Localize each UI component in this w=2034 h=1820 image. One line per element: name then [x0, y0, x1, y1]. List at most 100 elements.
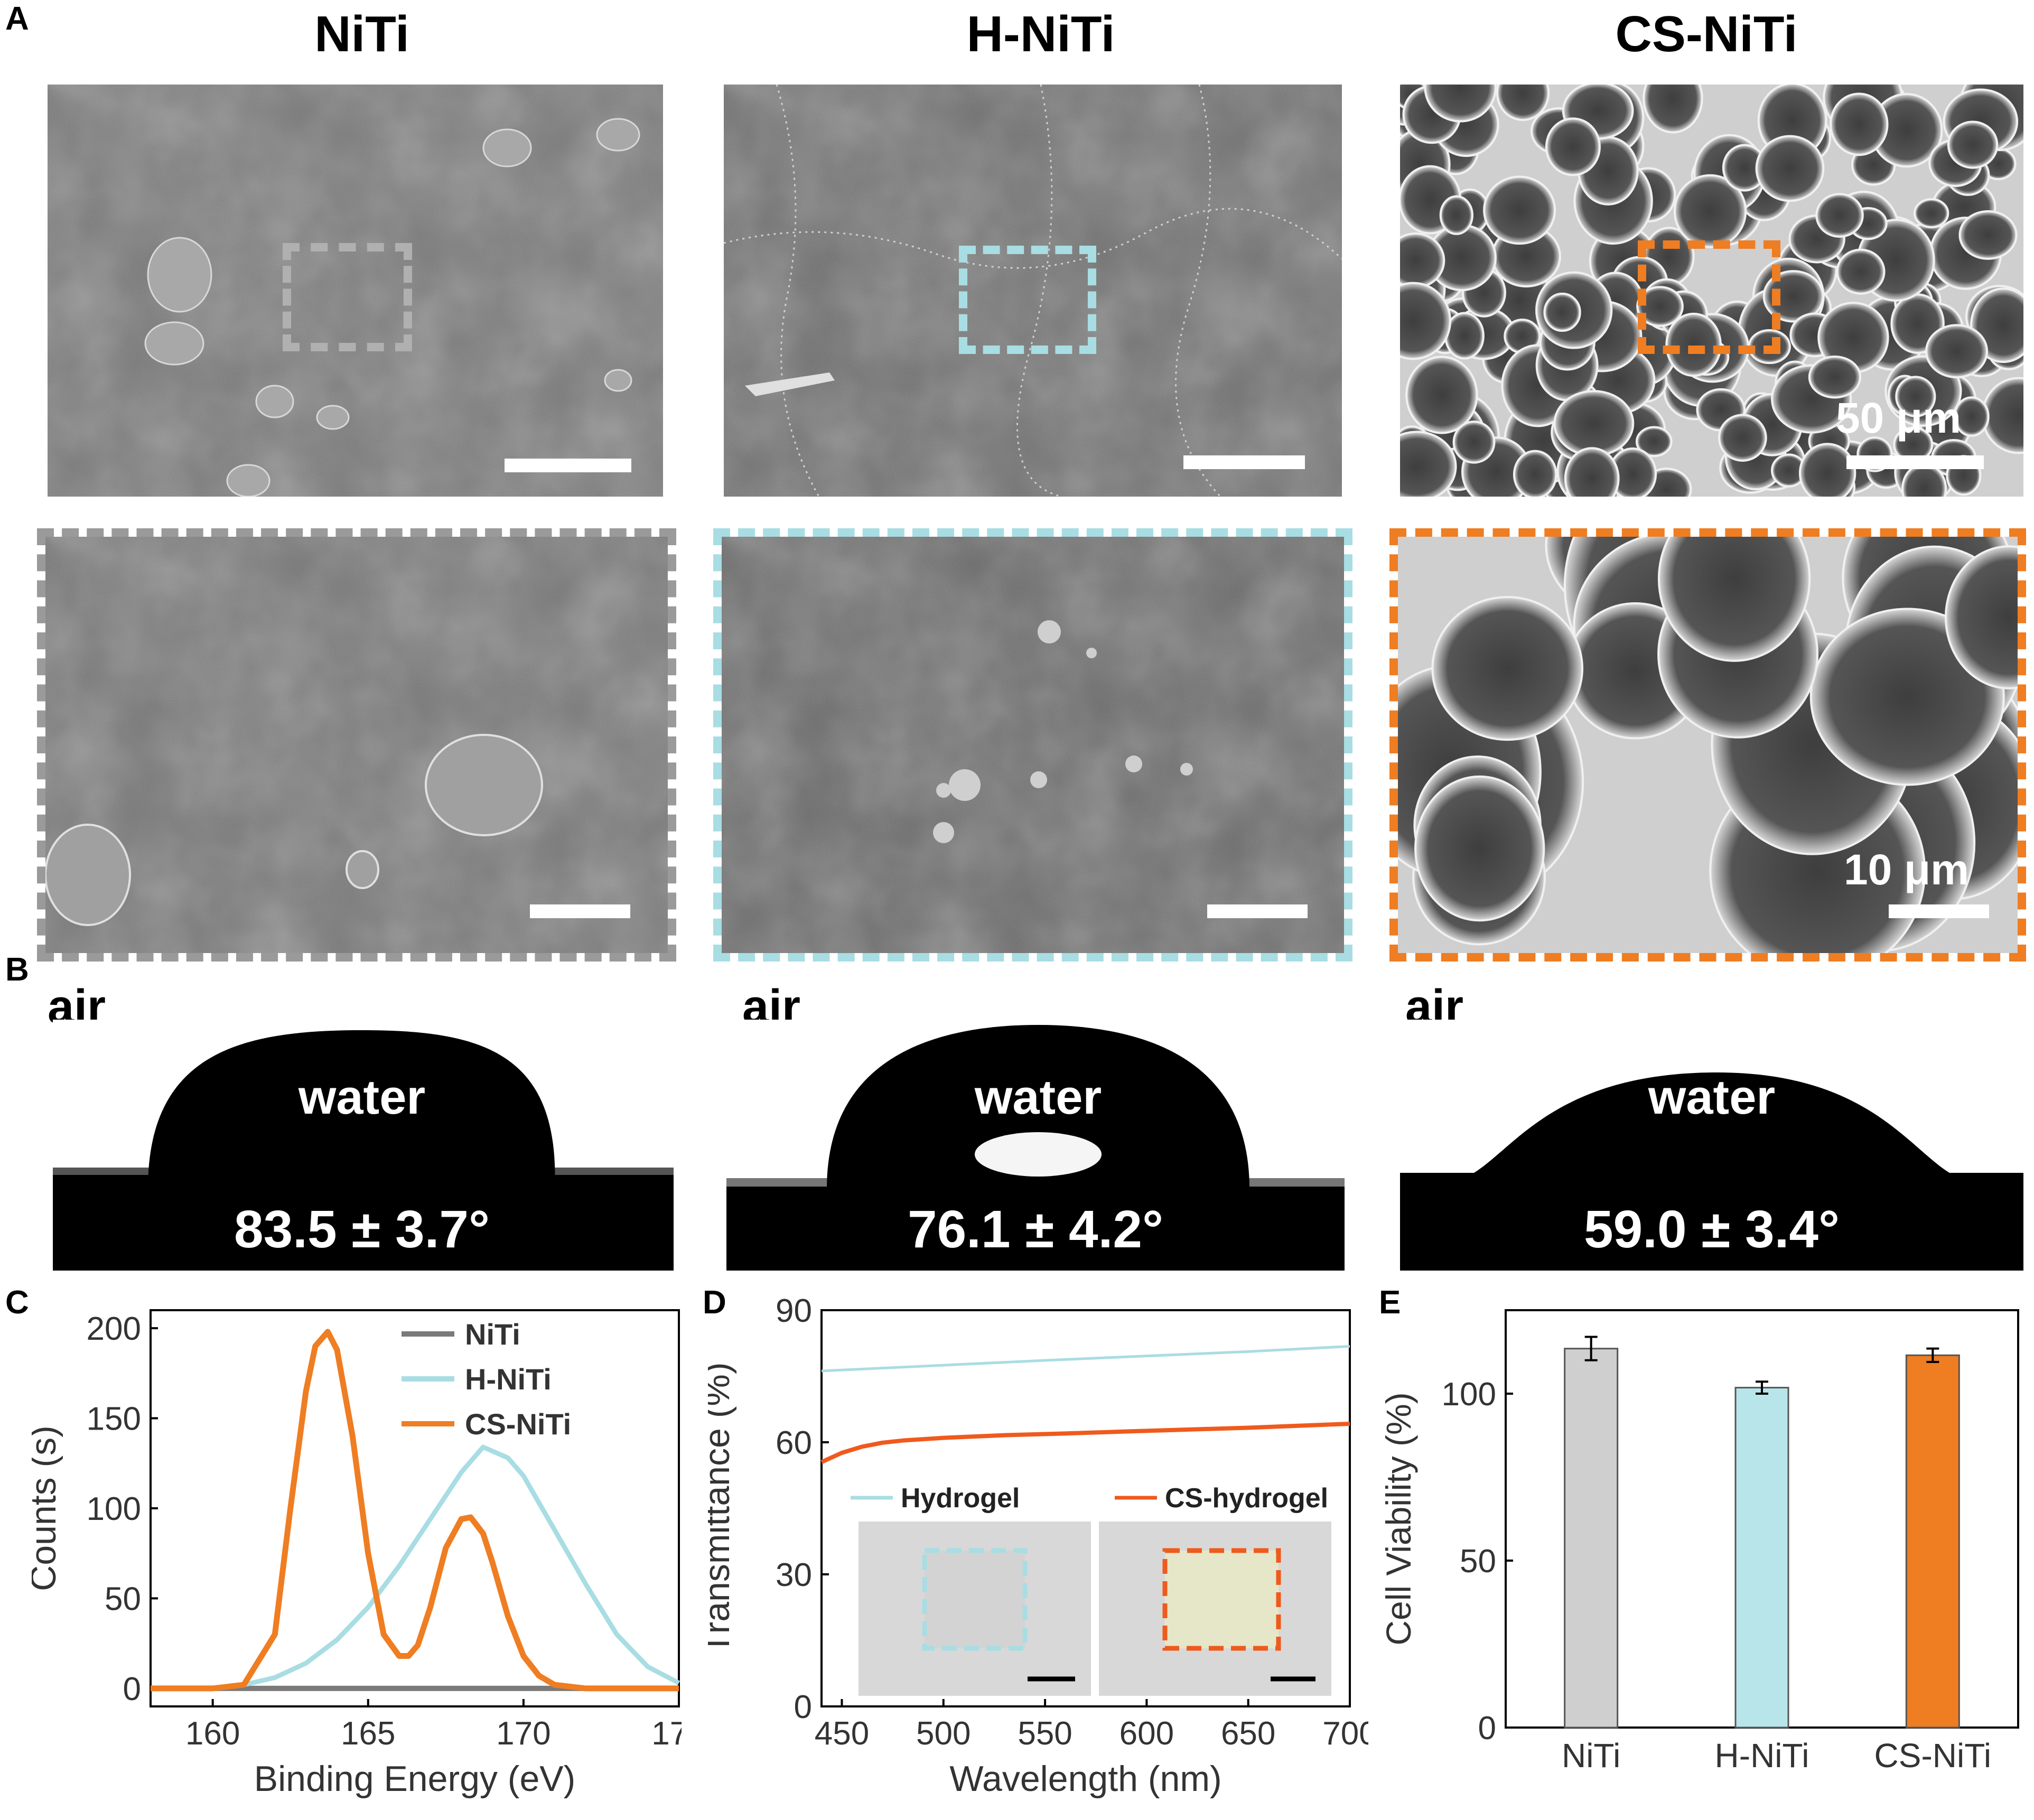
series-line-cs-hydrogel [820, 1422, 1350, 1464]
series-line-hydrogel [821, 1345, 1350, 1373]
scale-bar-cs-niti-top [1846, 455, 1984, 469]
sem-niti-zoom-frame [37, 528, 676, 962]
pore [1553, 390, 1635, 457]
y-tick-label: 90 [776, 1293, 812, 1329]
panel-label-b: B [5, 951, 29, 988]
legend-label-hydrogel: Hydrogel [901, 1483, 1020, 1514]
scale-bar-niti-top [505, 459, 631, 472]
column-title-cs-niti: CS-NiTi [1615, 6, 1798, 62]
pore [1564, 447, 1620, 497]
contact-angle-niti: 83.5 ± 3.7° [234, 1200, 490, 1259]
pore [1836, 248, 1886, 295]
y-tick-label: 60 [776, 1425, 812, 1461]
pore [1815, 193, 1864, 238]
y-axis-label: Cell Viability (%) [1384, 1392, 1418, 1645]
scale-bar-cs-niti-zoom [1889, 904, 1989, 918]
pore [1925, 324, 1989, 379]
pore [1545, 117, 1601, 176]
x-tick-label: 500 [916, 1715, 971, 1752]
sem-niti-top [48, 85, 663, 497]
x-tick-label: 170 [496, 1715, 551, 1752]
pore [1830, 92, 1889, 156]
pore [1513, 450, 1557, 497]
chart-e: 0 50 100 Cell Viability (%) NiTi H-NiTi CS-NiT… [1379, 1289, 2029, 1817]
x-tick-label: 650 [1221, 1715, 1275, 1752]
pore [1543, 292, 1581, 332]
sem-h-niti-top [724, 85, 1342, 497]
legend-label-niti: NiTi [465, 1318, 520, 1351]
x-tick-label: H-NiTi [1715, 1737, 1809, 1775]
pore [1635, 426, 1673, 458]
pore [1895, 376, 1936, 417]
y-tick-label: 150 [87, 1401, 141, 1438]
legend-label-h-niti: H-NiTi [465, 1362, 552, 1396]
pore [1958, 210, 2018, 260]
legend-label-cs-hydrogel: CS-hydrogel [1165, 1483, 1328, 1514]
panel-label-d: D [703, 1284, 726, 1321]
pore [1496, 85, 1550, 122]
pore [1452, 421, 1496, 464]
y-tick-label: 50 [105, 1581, 141, 1617]
contact-angle-h-niti: 76.1 ± 4.2° [907, 1200, 1164, 1259]
pore [1808, 355, 1862, 399]
pore [1636, 286, 1684, 327]
y-tick-label: 0 [123, 1671, 141, 1707]
water-label-niti: water [298, 1070, 426, 1124]
chart-c: 160 165 170 175 0 50 100 150 200 Binding Energy (… [23, 1289, 706, 1817]
droplet-h-niti [726, 1020, 1345, 1271]
zoom-box-h-niti [959, 246, 1096, 354]
pore [1483, 175, 1556, 245]
x-tick-label: 165 [341, 1715, 395, 1752]
legend-label-cs-niti: CS-NiTi [465, 1407, 571, 1441]
pore [1424, 85, 1497, 123]
pore [1665, 312, 1722, 377]
x-tick-label: NiTi [1562, 1737, 1620, 1775]
scale-bar-h-niti-top [1183, 455, 1305, 469]
y-tick-label: 30 [776, 1557, 812, 1593]
pore [1414, 775, 1545, 922]
y-tick-label: 100 [87, 1491, 141, 1527]
y-tick-label: 0 [794, 1689, 812, 1725]
x-tick-label: 450 [815, 1715, 869, 1752]
sem-niti-zoom [45, 537, 668, 953]
pore [1431, 596, 1583, 741]
y-axis-label: Counts (s) [32, 1425, 63, 1591]
pore [1400, 282, 1451, 360]
zoom-box-cs-niti [1638, 240, 1780, 354]
zoom-box-niti [283, 243, 412, 351]
y-tick-label: 100 [1442, 1376, 1496, 1413]
pore [1798, 443, 1856, 497]
column-title-niti: NiTi [314, 6, 409, 62]
bar-niti [1564, 1348, 1619, 1729]
bar-h-niti [1734, 1387, 1789, 1729]
x-axis-label: Binding Energy (eV) [254, 1759, 576, 1799]
sem-h-niti-zoom-frame [713, 528, 1352, 962]
pore [1643, 85, 1703, 134]
x-tick-label: 175 [651, 1715, 682, 1752]
pore [1953, 396, 1990, 437]
scale-bar-niti-zoom [530, 904, 630, 918]
panel-label-c: C [5, 1284, 29, 1321]
pore [1947, 120, 1999, 169]
scale-label-top: 50 μm [1836, 394, 1962, 442]
pore [1657, 537, 1811, 662]
x-tick-label: 700 [1322, 1715, 1368, 1752]
series-line-h-niti [151, 1444, 680, 1691]
pore [1718, 414, 1767, 462]
panel-label-e: E [1379, 1284, 1401, 1321]
y-axis-label: Transmittance (%) [708, 1362, 737, 1655]
droplet-cs-niti [1400, 1020, 2023, 1271]
panel-label-a: A [5, 1, 29, 37]
pore [1945, 545, 2018, 689]
inset-box-cs-hydrogel [1162, 1548, 1281, 1651]
scale-label-zoom: 10 μm [1844, 846, 1970, 894]
sem-cs-niti-zoom [1398, 537, 2018, 953]
x-tick-label: 600 [1119, 1715, 1174, 1752]
sem-h-niti-zoom [722, 537, 1344, 953]
water-label-h-niti: water [974, 1070, 1102, 1124]
inset-box-hydrogel [922, 1548, 1028, 1651]
x-tick-label: 160 [185, 1715, 240, 1752]
y-tick-label: 50 [1460, 1543, 1496, 1580]
series-line-cs-niti [151, 1329, 679, 1692]
pore [1914, 198, 1949, 229]
